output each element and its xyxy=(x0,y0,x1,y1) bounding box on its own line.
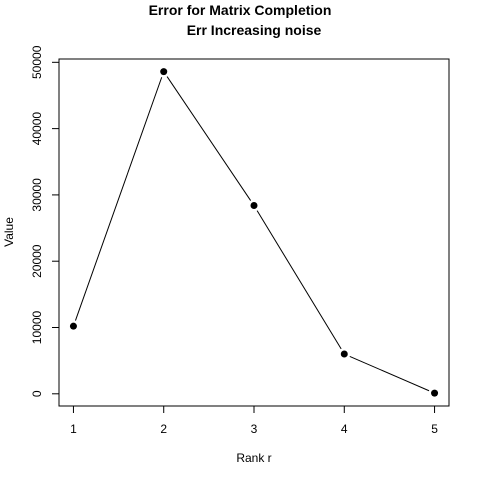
x-axis: 1 2 3 4 5 xyxy=(70,405,438,436)
chart-subtitle: Err Increasing noise xyxy=(187,22,322,38)
data-point xyxy=(160,68,168,76)
data-point xyxy=(340,350,348,358)
x-tick-label: 3 xyxy=(251,422,258,436)
data-point xyxy=(250,202,258,210)
y-tick-label: 50000 xyxy=(30,45,44,79)
y-axis: 0 10000 20000 30000 40000 50000 xyxy=(30,45,60,397)
y-tick-label: 40000 xyxy=(30,112,44,146)
series-segment xyxy=(166,76,252,201)
y-tick-label: 30000 xyxy=(30,178,44,212)
series-segment xyxy=(74,77,163,321)
series-segment xyxy=(349,355,430,392)
y-tick-label: 0 xyxy=(30,390,44,397)
y-tick-label: 10000 xyxy=(30,310,44,344)
chart-title: Error for Matrix Completion xyxy=(149,2,332,18)
y-axis-label: Value xyxy=(2,217,16,247)
x-tick-label: 2 xyxy=(160,422,167,436)
data-point xyxy=(431,389,439,397)
x-axis-label: Rank r xyxy=(236,451,271,465)
y-tick-label: 20000 xyxy=(30,244,44,278)
series-segment xyxy=(256,210,342,350)
series-0 xyxy=(69,68,439,397)
x-tick-label: 5 xyxy=(431,422,438,436)
plot-frame xyxy=(58,58,450,407)
x-tick-label: 1 xyxy=(70,422,77,436)
x-tick-label: 4 xyxy=(341,422,348,436)
data-point xyxy=(69,322,77,330)
